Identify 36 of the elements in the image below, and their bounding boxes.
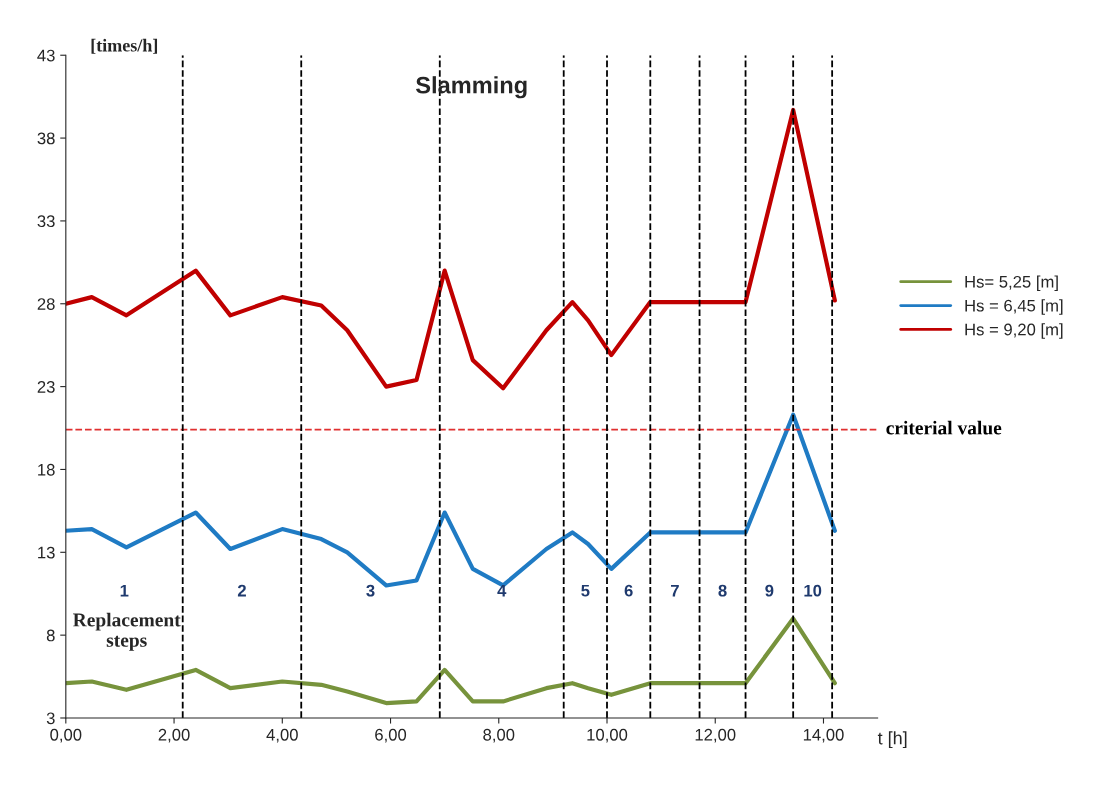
annotation: 7	[671, 584, 679, 597]
x-tick-label: 2,00	[158, 728, 190, 743]
y-tick-label: 18	[38, 463, 55, 476]
annotation: 5	[581, 584, 590, 597]
y-tick-label: 28	[37, 298, 55, 310]
y-tick-label: 3	[46, 712, 55, 725]
annotation: 1	[120, 584, 129, 597]
annotation: 2	[237, 584, 246, 597]
annotation: 3	[366, 584, 375, 597]
x-tick-label: 6,00	[375, 728, 407, 743]
text: Slamming	[415, 76, 527, 99]
y-tick-label: 38	[37, 132, 55, 145]
y-tick-label: 8	[46, 629, 55, 642]
annotation: 8	[718, 584, 727, 597]
line-series	[65, 107, 837, 391]
y-axis-title: [times/h]	[91, 38, 158, 54]
x-tick-label: 12,00	[695, 728, 736, 743]
annotation: 4	[497, 584, 507, 597]
y-tick-label: 43	[37, 49, 55, 62]
annotation: 9	[765, 584, 774, 597]
annotation: 10	[804, 584, 822, 597]
y-tick-label: 13	[38, 546, 55, 559]
x-tick-label: 8,00	[483, 728, 515, 743]
x-tick-label: 10,00	[587, 728, 628, 743]
legend-label: Hs = 9,20 [m]	[965, 323, 1063, 339]
x-tick-label: 4,00	[266, 728, 298, 743]
legend-label: Hs = 6,45 [m]	[965, 299, 1063, 315]
x-tick-label: 0,00	[50, 728, 82, 743]
x-tick-label: 14,00	[803, 728, 844, 743]
annotation: Replacement steps	[73, 612, 181, 651]
annotation: 6	[624, 584, 633, 597]
x-axis-title: t [h]	[877, 731, 907, 749]
y-tick-label: 33	[37, 215, 55, 228]
ref-line-label: criterial value	[886, 420, 1002, 435]
y-tick-label: 23	[37, 381, 55, 393]
legend-label: Hs= 5,25 [m]	[965, 275, 1058, 291]
